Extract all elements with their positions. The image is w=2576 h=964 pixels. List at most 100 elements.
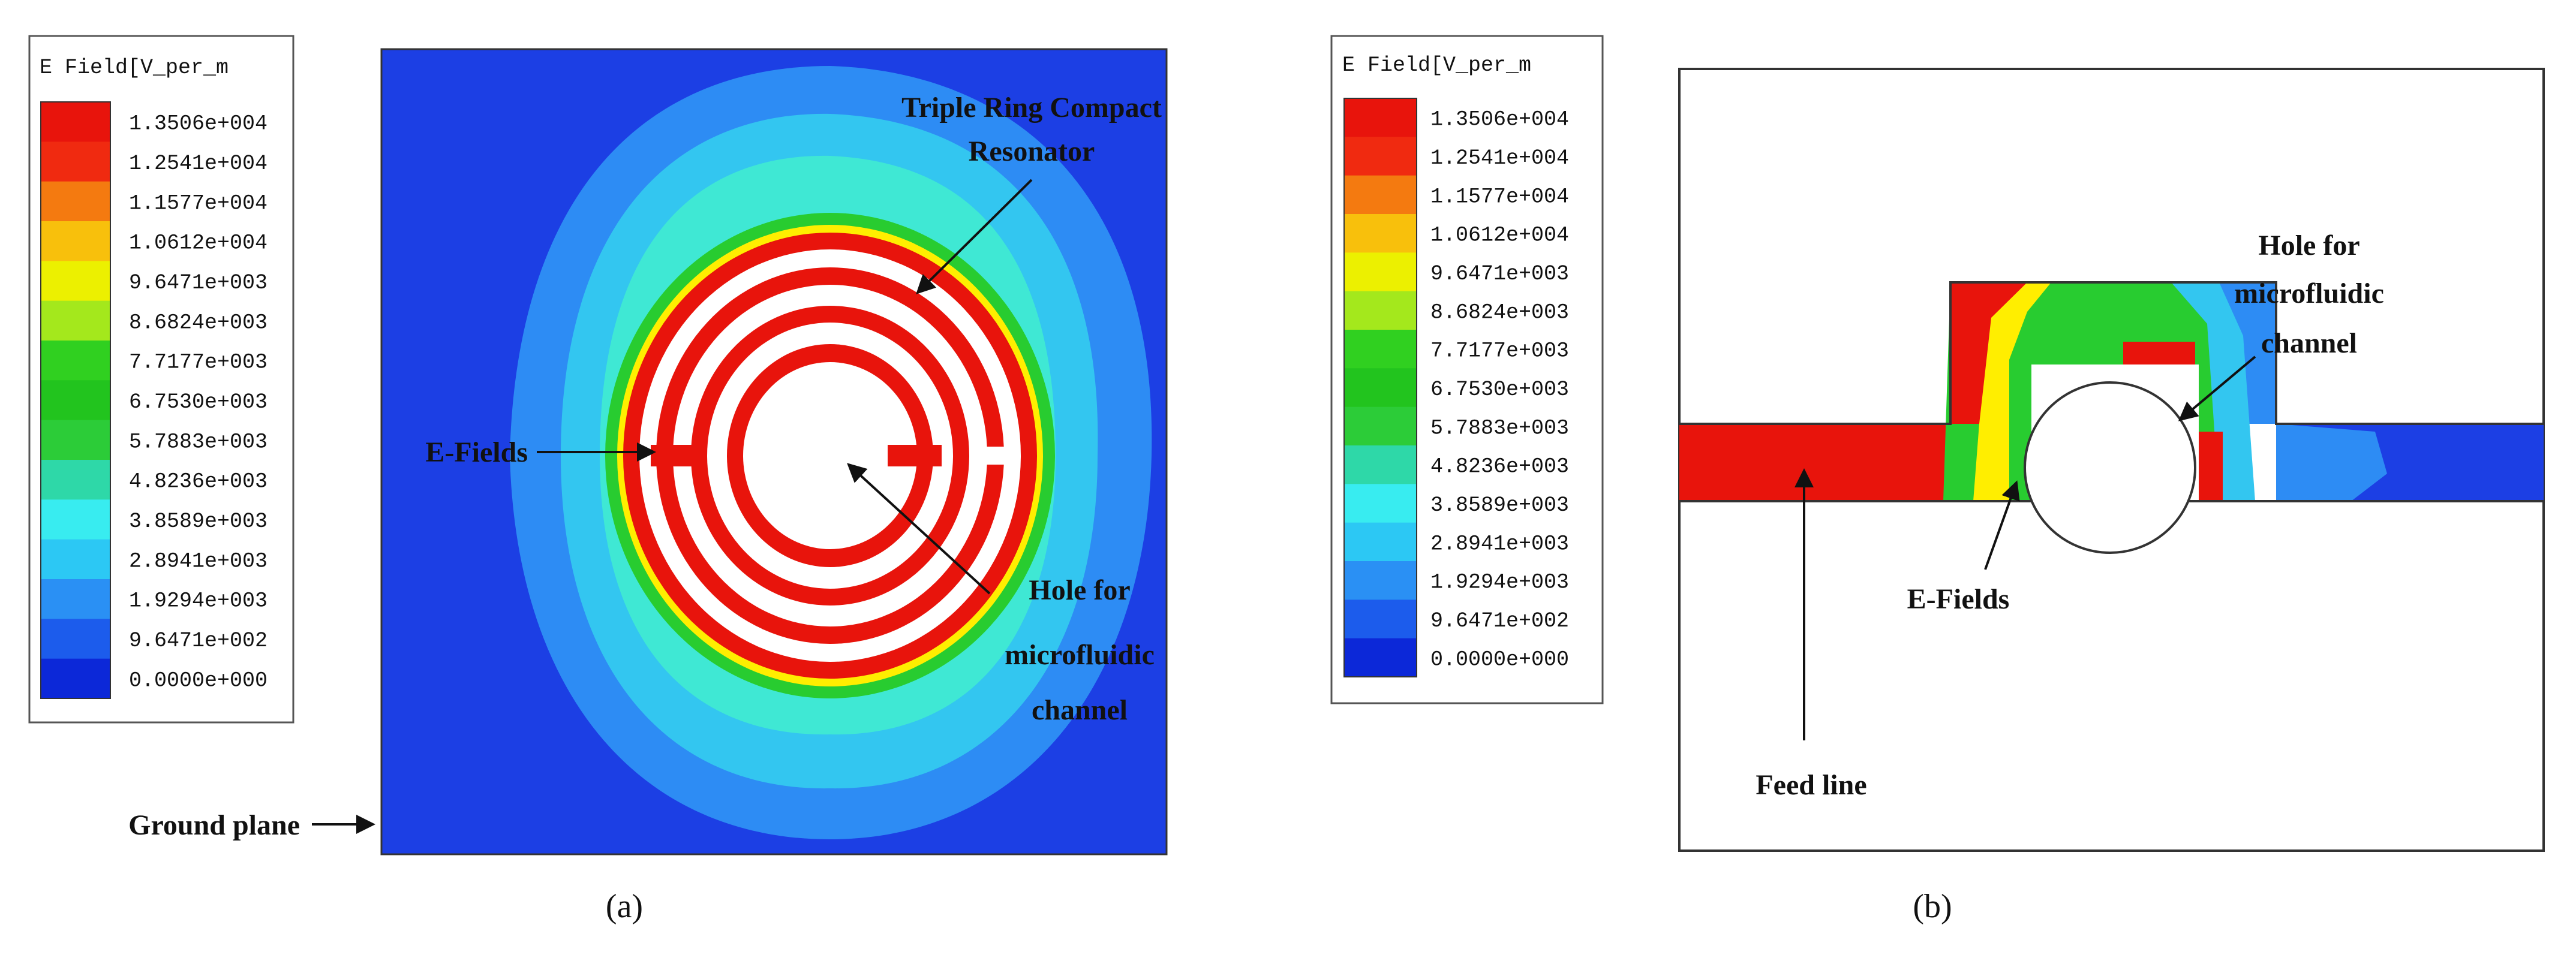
legend-swatch <box>1344 600 1417 639</box>
legend-swatch <box>1344 368 1417 408</box>
field-region <box>2199 432 2223 501</box>
panel-a-annotations: Triple Ring Compact Resonator E-Fields H… <box>128 92 1162 925</box>
legend-swatch <box>1344 484 1417 523</box>
ground-label: Ground plane <box>128 809 300 841</box>
legend-label: 9.6471e+002 <box>1430 609 1569 633</box>
legend-label: 7.7177e+003 <box>1430 339 1569 363</box>
field-region <box>2123 342 2195 364</box>
legend-swatch <box>1344 252 1417 292</box>
legend-label: 9.6471e+002 <box>129 629 267 653</box>
legend-label: 1.3506e+004 <box>129 112 267 136</box>
legend-swatch <box>1344 214 1417 254</box>
legend-swatch <box>41 181 110 222</box>
arrow <box>2178 356 2256 421</box>
legend-title: E Field[V_per_m <box>40 56 229 80</box>
efields-label: E-Fields <box>1907 583 2010 615</box>
legend-label: 1.2541e+004 <box>129 152 267 176</box>
legend-swatch <box>1344 406 1417 446</box>
legend-swatch <box>41 579 110 620</box>
arrow <box>1984 480 2020 570</box>
legend-bar-frame <box>40 101 111 699</box>
legend-label: 9.6471e+003 <box>1430 262 1569 286</box>
panel-b-annotations: Hole for microfluidic channel E-Fields F… <box>1756 230 2384 925</box>
legend-label: 1.3506e+004 <box>1430 108 1569 132</box>
legend-swatch <box>1344 98 1417 138</box>
legend-label: 1.9294e+003 <box>1430 571 1569 595</box>
ring-stub <box>651 445 693 466</box>
legend-label: 5.7883e+003 <box>1430 416 1569 440</box>
legend-label: 6.7530e+003 <box>129 390 267 414</box>
legend-a: E Field[V_per_m 1.3506e+004 1.2541e+004 1.… <box>28 35 294 724</box>
legend-label: 6.7530e+003 <box>1430 378 1569 402</box>
resonator-label: Resonator <box>969 135 1095 167</box>
legend-label: 1.1577e+004 <box>129 191 267 215</box>
field-region <box>2276 424 2387 501</box>
panel-b-plot <box>1678 68 2545 852</box>
legend-label: 1.1577e+004 <box>1430 185 1569 209</box>
legend-label: 4.8236e+003 <box>129 470 267 494</box>
legend-title: E Field[V_per_m <box>1342 53 1531 77</box>
legend-label: 9.6471e+003 <box>129 271 267 295</box>
hole-label: channel <box>1032 694 1128 726</box>
legend-swatch <box>1344 561 1417 601</box>
legend-label: 3.8589e+003 <box>129 510 267 534</box>
arrow <box>847 463 991 595</box>
legend-swatch <box>41 341 110 381</box>
legend-label: 0.0000e+000 <box>129 668 267 692</box>
legend-swatch <box>41 380 110 421</box>
arrow <box>916 179 1033 294</box>
legend-label: 8.6824e+003 <box>129 311 267 335</box>
panel-a-plot <box>380 48 1168 855</box>
hole-label: Hole for <box>1029 574 1130 606</box>
legend-swatch <box>41 460 110 501</box>
legend-swatch <box>41 539 110 580</box>
legend-swatch <box>41 499 110 540</box>
hole-label: microfluidic <box>1005 639 1155 671</box>
legend-label: 1.9294e+003 <box>129 589 267 613</box>
legend-swatch <box>1344 445 1417 485</box>
hole <box>2024 381 2196 554</box>
legend-label: 2.8941e+003 <box>129 549 267 573</box>
field-region <box>1950 282 2027 424</box>
legend-swatch <box>41 221 110 262</box>
legend-swatch <box>41 619 110 659</box>
legend-swatch <box>41 141 110 182</box>
legend-swatch <box>1344 638 1417 677</box>
resonator-label: Triple Ring Compact <box>901 92 1162 123</box>
legend-label: 7.7177e+003 <box>129 351 267 375</box>
feed-line <box>1679 424 1955 501</box>
hole <box>743 362 917 549</box>
legend-label: 5.7883e+003 <box>129 430 267 454</box>
ring-stub <box>888 445 942 466</box>
legend-b: E Field[V_per_m 1.3506e+004 1.2541e+004 1.… <box>1330 35 1604 704</box>
hole-label: microfluidic <box>2234 278 2384 309</box>
legend-swatch <box>41 420 110 460</box>
hole-label: Hole for <box>2258 230 2359 261</box>
caption: (a) <box>606 888 643 925</box>
feed-label: Feed line <box>1756 769 1866 801</box>
legend-label: 0.0000e+000 <box>1430 647 1569 671</box>
legend-label: 1.0612e+004 <box>1430 224 1569 248</box>
legend-swatch <box>1344 291 1417 330</box>
legend-swatch <box>41 300 110 341</box>
legend-swatch <box>41 102 110 143</box>
legend-swatch <box>41 658 110 699</box>
legend-swatch <box>1344 175 1417 215</box>
legend-swatch <box>41 261 110 302</box>
legend-label: 3.8589e+003 <box>1430 493 1569 517</box>
legend-swatch <box>1344 330 1417 369</box>
hole-label: channel <box>2261 327 2357 359</box>
legend-swatch <box>1344 137 1417 176</box>
legend-label: 4.8236e+003 <box>1430 455 1569 479</box>
efields-label: E-Fields <box>425 436 528 468</box>
ring-split <box>984 447 1020 465</box>
caption: (b) <box>1913 888 1952 925</box>
legend-label: 1.2541e+004 <box>1430 146 1569 170</box>
legend-swatch <box>1344 522 1417 562</box>
legend-label: 1.0612e+004 <box>129 231 267 255</box>
legend-label: 2.8941e+003 <box>1430 532 1569 556</box>
legend-bar-frame <box>1343 98 1417 677</box>
legend-label: 8.6824e+003 <box>1430 300 1569 324</box>
edge <box>1679 281 2544 425</box>
